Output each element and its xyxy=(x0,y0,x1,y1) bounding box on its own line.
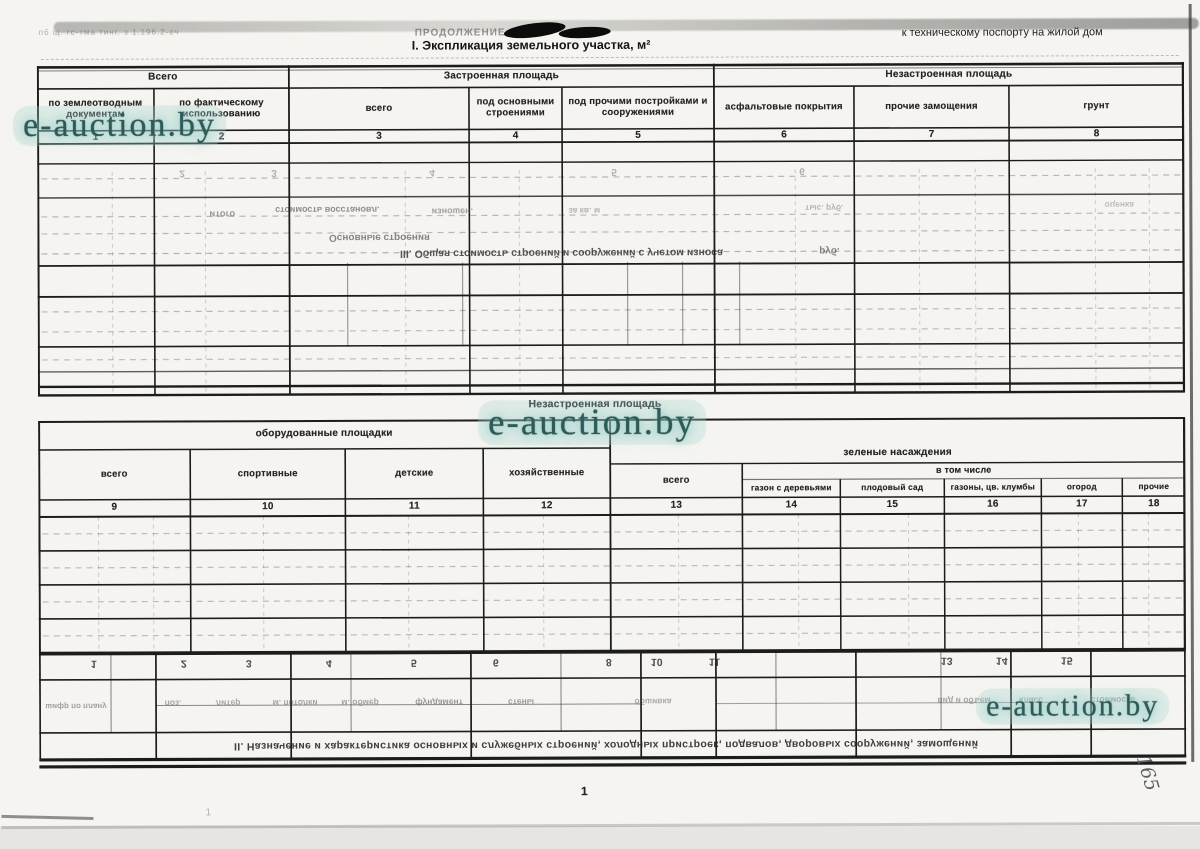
flipped-number: 10 xyxy=(650,655,663,668)
table2-grid xyxy=(38,416,1186,655)
t2-col15-label: плодовый сад xyxy=(861,482,924,493)
table1-grid xyxy=(36,61,1186,397)
bleed-text: за кв. м xyxy=(568,205,601,216)
bleed-digit: 6 xyxy=(799,165,805,177)
flipped-label: обшивка xyxy=(634,696,672,707)
t1-group-total: Всего xyxy=(148,71,178,83)
page-title: I. Экспликация земельного участка, м² xyxy=(411,37,651,53)
t2-group-green-sub: в том числе xyxy=(936,465,992,476)
page-edge-bottom xyxy=(1,821,1200,830)
watermark: e-auction.by xyxy=(12,105,227,147)
bleed-section3-title: III. Общая стоимость строений и сооружен… xyxy=(399,246,723,260)
flipped-number: 13 xyxy=(940,654,953,667)
flipped-number: 4 xyxy=(325,656,332,669)
paper-background xyxy=(0,0,1200,826)
flipped-number: 1 xyxy=(90,657,97,670)
t2-col13-num: 13 xyxy=(670,500,683,512)
t2-col10-num: 10 xyxy=(262,501,274,513)
t1-col3-label: всего xyxy=(365,102,393,114)
watermark: e-auction.by xyxy=(478,399,707,446)
bleed-text: итого xyxy=(209,208,236,220)
divider-dashed xyxy=(40,54,1179,60)
bleed-digit: 2 xyxy=(179,167,185,179)
flipped-label: шифр по плану xyxy=(45,702,107,712)
t2-col9-label: всего xyxy=(100,468,128,480)
t1-col6-num: 6 xyxy=(781,129,787,141)
flipped-number: 5 xyxy=(410,656,417,669)
margin-mark: 1 xyxy=(205,807,212,819)
t2-col9-num: 9 xyxy=(111,502,118,514)
bleed-text: оценка xyxy=(1104,199,1134,210)
faint-print-note: пб щ. гс-тма тинг. з 1.196.2-еч xyxy=(38,27,180,37)
flipped-number: 3 xyxy=(245,657,252,670)
t1-col4-num: 4 xyxy=(512,130,519,142)
t1-group-built: Застроенная площадь xyxy=(443,70,559,82)
flipped-number: 2 xyxy=(180,657,187,670)
bleed-digit: 4 xyxy=(429,166,435,178)
t2-col12-label: хозяйственные xyxy=(509,466,585,479)
flipped-number: 6 xyxy=(492,656,499,669)
t2-col10-label: спортивные xyxy=(237,467,298,479)
t1-col6-label: асфальтовые покрытия xyxy=(725,100,843,113)
t2-col17-num: 17 xyxy=(1076,498,1088,510)
page-edge-right xyxy=(1188,3,1195,762)
t2-col18-label: прочие xyxy=(1138,481,1170,492)
flipped-number: 11 xyxy=(708,655,721,668)
page-number: 1 xyxy=(580,784,588,799)
t2-col14-num: 14 xyxy=(785,499,798,511)
t2-col18-num: 18 xyxy=(1148,498,1160,510)
t2-col14-label: газон с деревьями xyxy=(750,482,832,493)
flipped-label: м. обмер xyxy=(341,697,379,708)
t1-col8-num: 8 xyxy=(1093,128,1100,140)
bleed-digit: 3 xyxy=(271,167,277,179)
bleed-text: изношен. xyxy=(431,206,474,217)
t2-col17-label: огород xyxy=(1066,481,1097,492)
watermark: e-auction.by xyxy=(976,688,1170,725)
t1-col4-label: под основными строениями xyxy=(476,96,555,119)
t1-col5-label: под прочими постройками и сооружениями xyxy=(568,95,708,118)
t1-col7-num: 7 xyxy=(928,128,935,140)
flipped-number: 14 xyxy=(995,654,1008,667)
bleed-digit: 5 xyxy=(611,165,617,177)
t1-group-unbuilt: Незастроенная площадь xyxy=(885,68,1013,80)
t2-col12-num: 12 xyxy=(541,500,553,512)
flipped-number: 15 xyxy=(1060,654,1073,667)
flipped-label: фундамент xyxy=(415,697,463,708)
flipped-label: поз. xyxy=(164,698,182,709)
t1-col3-num: 3 xyxy=(376,130,382,142)
bleed-text: стоимость восстановл. xyxy=(275,204,380,216)
t2-col16-num: 16 xyxy=(987,499,999,511)
bleed-text: руб. xyxy=(819,245,840,257)
flipped-label: м. потолки xyxy=(272,697,318,708)
t1-col7-label: прочие замощения xyxy=(885,100,978,112)
bleed-text: тыс. руб. xyxy=(805,202,844,213)
t2-col11-num: 11 xyxy=(408,501,420,513)
t2-col16-label: газоны, цв. клумбы xyxy=(950,481,1036,493)
flipped-section-grid xyxy=(38,648,1187,769)
page-edge-corner xyxy=(1,814,94,820)
t2-col15-num: 15 xyxy=(886,499,899,511)
flipped-label: литер xyxy=(215,697,241,709)
t2-col11-label: детские xyxy=(395,467,434,479)
section2-title-flipped: II. Назначение и характеристика основных… xyxy=(233,737,979,753)
flipped-number: 8 xyxy=(605,655,612,668)
form-reference-note: к техническому поспорту на жилой дом xyxy=(901,26,1103,39)
t1-col8-label: грунт xyxy=(1083,99,1110,111)
flipped-label: стены xyxy=(508,696,535,707)
t2-col13-label: всего xyxy=(662,474,690,486)
t1-col5-num: 5 xyxy=(635,129,641,141)
